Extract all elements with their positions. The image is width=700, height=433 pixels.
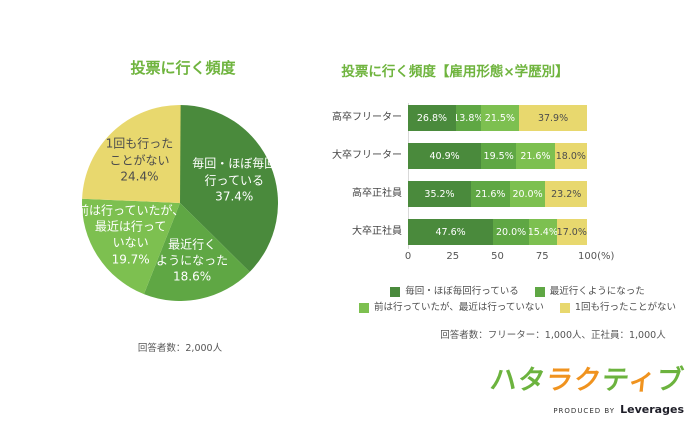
pie-segment-3 xyxy=(82,105,181,203)
pie-chart-svg xyxy=(82,105,278,301)
bar-row-0: 26.8%13.8%21.5%37.9% xyxy=(408,105,587,131)
bar-row-1: 40.9% 19.5% 21.6% 18.0% xyxy=(408,143,587,169)
legend-item-3: 1回も行ったことがない xyxy=(559,300,676,316)
legend-label-3: 1回も行ったことがない xyxy=(574,301,676,313)
x-tick-50: 50 xyxy=(491,251,504,262)
bar-segment-2-1: 21.6% xyxy=(471,181,510,207)
pie-chart-title: 投票に行く頻度 xyxy=(130,59,236,77)
produced-by-label: PRODUCED BY xyxy=(553,406,616,415)
bar-segment-2-0: 35.2% xyxy=(408,181,471,207)
legend-swatch-icon-3 xyxy=(559,302,570,313)
bar-footnote: 回答者数：フリーター：1,000人、正社員：1,000人 xyxy=(440,330,666,341)
bar-category-label-0: 高卒フリーター xyxy=(332,112,402,123)
bar-segment-3-3: 17.0% xyxy=(556,219,587,245)
bar-row-2: 35.2% 21.6% 20.0% 23.2% xyxy=(408,181,587,207)
pie-segment-1 xyxy=(143,203,250,301)
logo-char-5: ィ xyxy=(626,365,658,396)
leverages-label: Leverages xyxy=(620,402,684,416)
bar-segment-3-2: 15.4% xyxy=(529,219,557,245)
legend-label-0: 毎回・ほぼ毎回行っている xyxy=(405,285,519,297)
legend-label-1: 最近行くようになった xyxy=(549,285,645,297)
logo-char-3: ク xyxy=(572,365,604,396)
bar-segment-3-0: 47.6% xyxy=(408,219,494,245)
bar-segment-1-3: 18.0% xyxy=(554,143,587,169)
pie-chart: 毎回・ほぼ毎回 行っている 37.4% 最近行く ようになった 18.6% 前は行っていたが… xyxy=(77,105,278,301)
hataractive-logo: ハタラクティブ PRODUCED BY Leverages xyxy=(488,365,686,417)
x-tick-25: 25 xyxy=(446,251,460,262)
x-tick-0: 0 xyxy=(404,251,412,262)
bar-segment-1-1: 19.5% xyxy=(481,143,517,169)
pie-segment-label-1: 最近行く ようになった 18.6% xyxy=(156,237,229,284)
bar-chart-title: 投票に行く頻度【雇用形態×学歴別】 xyxy=(341,64,569,80)
bar-category-label-2: 高卒正社員 xyxy=(352,188,402,199)
bar-segment-2-2: 20.0% xyxy=(509,181,546,207)
logo-subtitle: PRODUCED BY Leverages xyxy=(490,398,684,417)
logo-char-2: ラ xyxy=(544,365,576,396)
bar-category-label-3: 大卒正社員 xyxy=(352,226,402,237)
legend-row-1: 前は行っていたが、最近は行っていない 1回も行ったことがない xyxy=(345,299,690,315)
pie-segment-label-0: 毎回・ほぼ毎回 行っている 37.4% xyxy=(192,157,277,204)
bar-segment-0-1: 13.8% xyxy=(455,105,481,131)
legend-item-0: 毎回・ほぼ毎回行っている xyxy=(390,284,519,300)
bar-segment-0-0: 26.8% xyxy=(408,105,456,131)
logo-wordmark: ハタラクティブ xyxy=(488,365,686,396)
pie-footnote: 回答者数：2,000人 xyxy=(137,343,223,354)
legend-swatch-icon-2 xyxy=(359,302,370,313)
x-tick-75: 75 xyxy=(535,251,549,262)
legend-row-0: 毎回・ほぼ毎回行っている 最近行くようになった xyxy=(345,283,690,299)
pie-segment-label-2: 前は行っていたが、 最近は行って いない 19.7% xyxy=(77,203,185,267)
legend-swatch-icon-0 xyxy=(390,286,401,297)
legend-label-2: 前は行っていたが、最近は行っていない xyxy=(374,301,544,313)
y-axis-line xyxy=(408,103,409,249)
bar-segment-0-3: 37.9% xyxy=(519,105,587,131)
logo-char-6: ブ xyxy=(654,365,686,396)
legend-item-2: 前は行っていたが、最近は行っていない xyxy=(359,300,544,316)
bar-segment-3-1: 20.0% xyxy=(493,219,529,245)
bar-category-label-1: 大卒フリーター xyxy=(332,150,402,161)
logo-char-0: ハ xyxy=(488,365,520,396)
bar-segment-0-2: 21.5% xyxy=(480,105,520,131)
bar-segment-1-2: 21.6% xyxy=(516,143,555,169)
logo-char-4: テ xyxy=(600,365,630,396)
bar-row-3: 47.6% 20.0% 15.4% 17.0% xyxy=(408,219,587,245)
pie-segment-0 xyxy=(180,105,278,272)
bar-segment-2-3: 23.2% xyxy=(545,181,587,207)
logo-char-1: タ xyxy=(516,365,548,396)
bar-segment-1-0: 40.9% xyxy=(408,143,482,169)
legend-swatch-icon-1 xyxy=(534,286,545,297)
pie-segment-label-3: 1回も行った ことがない 24.4% xyxy=(105,137,174,184)
x-tick-100: 100(%) xyxy=(578,251,615,262)
pie-segment-2 xyxy=(82,198,180,295)
legend-item-1: 最近行くようになった xyxy=(534,284,645,300)
legend: 毎回・ほぼ毎回行っている 最近行くようになった 前は行っていたが、最近は行っていない… xyxy=(345,283,690,315)
